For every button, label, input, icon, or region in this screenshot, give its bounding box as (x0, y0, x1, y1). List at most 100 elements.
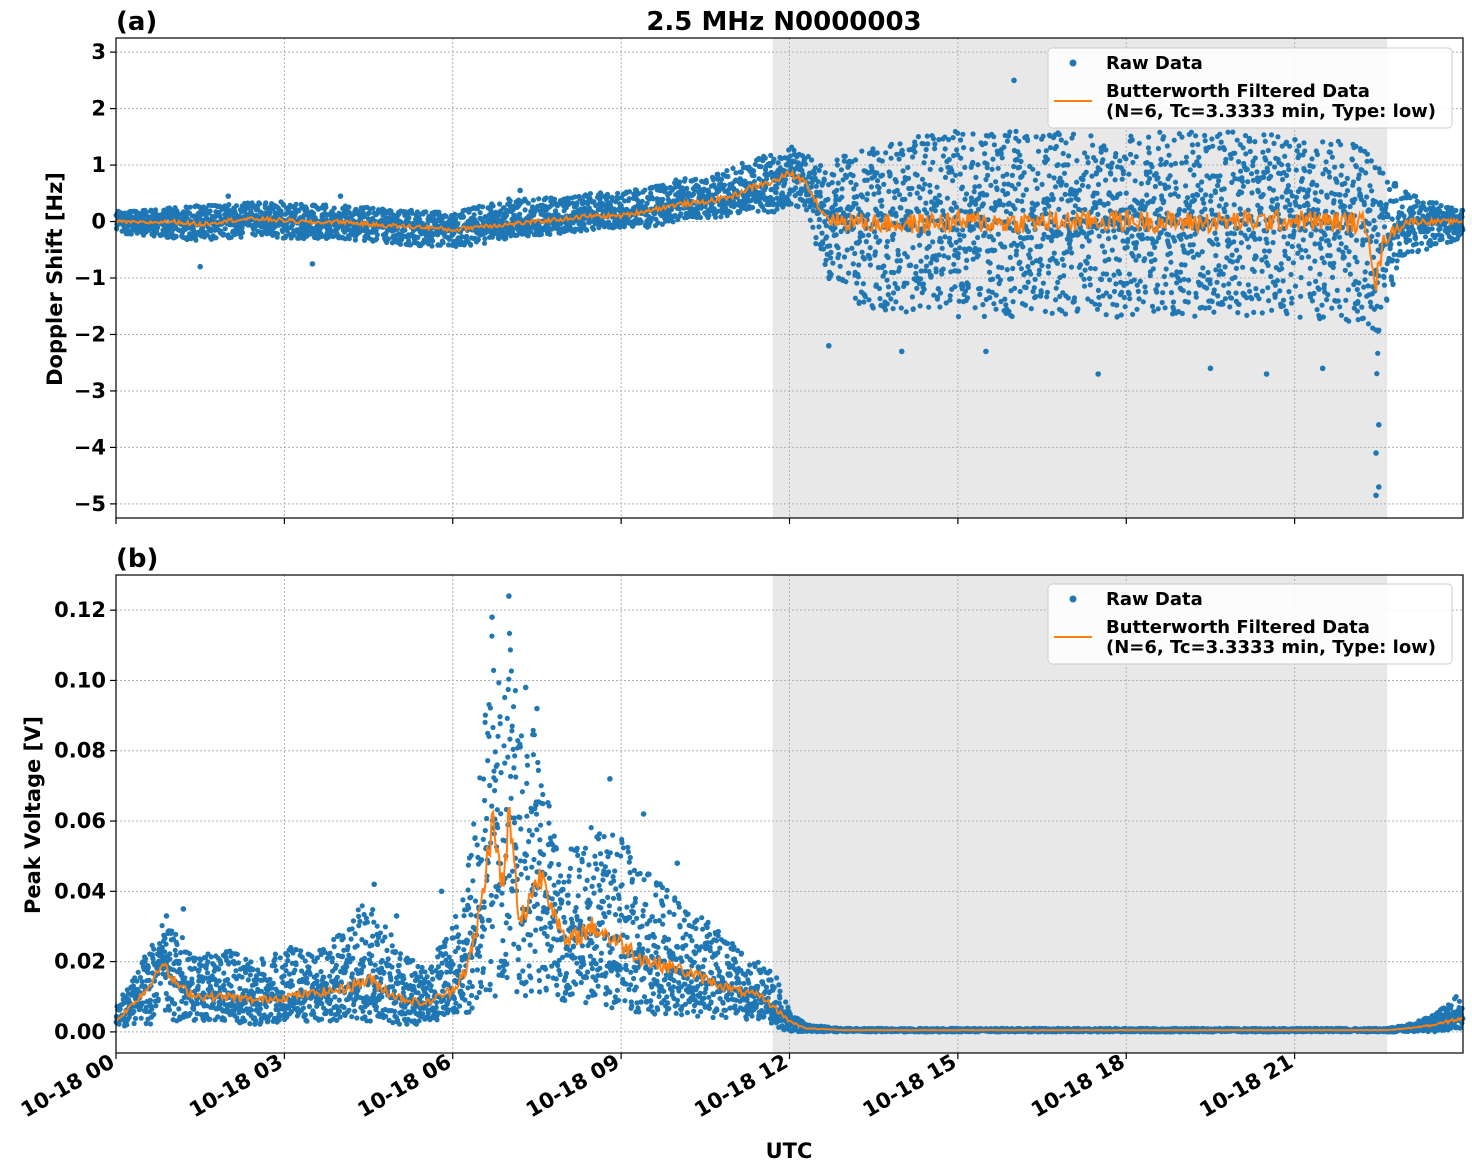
raw-point-a (256, 201, 263, 207)
raw-point-a (1199, 179, 1205, 185)
raw-point-a (374, 232, 380, 238)
raw-point-a (910, 154, 916, 160)
raw-point-a (940, 153, 947, 159)
raw-point-a (1383, 201, 1389, 207)
raw-point-a (1257, 236, 1263, 242)
raw-point-a (1350, 179, 1357, 185)
raw-point-a (1264, 240, 1270, 246)
raw-point-a (1000, 202, 1006, 208)
raw-point-a (1367, 299, 1373, 305)
raw-point-a (1182, 208, 1188, 214)
raw-point-a (1123, 190, 1129, 196)
raw-point-a (1155, 145, 1161, 152)
raw-point-a (975, 252, 981, 258)
raw-point-a (475, 236, 481, 243)
raw-point-a (1152, 183, 1158, 190)
raw-point-a (1082, 267, 1088, 273)
raw-point-a (910, 306, 916, 312)
raw-point-a (812, 170, 818, 177)
raw-point-a (903, 309, 909, 315)
raw-point-a (1326, 169, 1332, 175)
raw-point-a (1393, 183, 1399, 189)
raw-point-a (703, 180, 710, 186)
raw-point-a (1365, 321, 1372, 327)
raw-point-a (1078, 272, 1084, 278)
raw-point-a (397, 241, 403, 247)
raw-point-a (1236, 281, 1242, 287)
raw-point-a (1185, 299, 1191, 305)
raw-point-a (1126, 171, 1132, 177)
raw-point-a (1039, 181, 1045, 187)
raw-point-a (207, 208, 213, 214)
raw-point-a (1137, 278, 1143, 284)
raw-point-a (1279, 162, 1285, 168)
raw-point-a (1103, 147, 1109, 153)
raw-point-a (1146, 134, 1152, 140)
raw-point-a (1172, 160, 1178, 167)
raw-point-a (1256, 296, 1262, 302)
raw-point-a (1062, 191, 1068, 197)
raw-point-a (919, 176, 926, 182)
raw-point-a (1349, 157, 1355, 163)
raw-point-a (1022, 302, 1028, 308)
raw-point-a (1215, 241, 1221, 248)
raw-point-a (1046, 173, 1052, 179)
raw-point-a (1053, 285, 1059, 291)
raw-point-a (1228, 155, 1234, 161)
raw-point-a (939, 245, 945, 251)
raw-point-a (846, 270, 852, 276)
raw-point-a (1150, 266, 1156, 272)
raw-point-a (879, 172, 886, 178)
raw-point-a (788, 201, 794, 207)
raw-point-a (990, 237, 997, 243)
raw-point-a (813, 235, 819, 241)
raw-point-a (1077, 262, 1084, 268)
raw-point-a (1323, 159, 1329, 165)
raw-point-a (1120, 238, 1126, 244)
raw-point-a (1300, 237, 1306, 243)
raw-point-a (1329, 154, 1335, 160)
raw-point-a (1054, 260, 1060, 266)
raw-point-a (818, 163, 824, 169)
raw-point-a (897, 265, 903, 271)
raw-point-a (1084, 260, 1090, 266)
raw-point-a (1364, 194, 1370, 200)
raw-point-a (982, 140, 989, 146)
raw-point-a (1399, 204, 1405, 210)
raw-point-a (1192, 313, 1198, 319)
raw-point-a (1079, 243, 1085, 249)
raw-point-a (1233, 265, 1239, 271)
raw-data-a (113, 77, 1466, 499)
raw-point-a (267, 210, 273, 216)
raw-point-a (443, 213, 449, 219)
raw-point-a (409, 210, 415, 216)
raw-point-a (854, 280, 860, 286)
raw-point-a (1313, 278, 1319, 284)
raw-point-a (1265, 168, 1271, 174)
raw-point-a (1127, 151, 1134, 157)
raw-point-a (1035, 170, 1041, 177)
raw-point-a (1018, 158, 1024, 164)
raw-point-a (975, 162, 981, 168)
raw-point-a (909, 294, 916, 300)
raw-point-a (655, 220, 661, 226)
raw-point-a (1210, 143, 1216, 149)
raw-point-a (1095, 287, 1101, 293)
raw-point-a (889, 141, 895, 147)
raw-point-a (1037, 256, 1043, 262)
raw-point-a (876, 189, 882, 196)
raw-point-a (1182, 262, 1188, 268)
raw-point-a (1246, 227, 1252, 233)
raw-point-a (1202, 138, 1208, 144)
raw-point-a (864, 191, 871, 197)
raw-point-a (819, 230, 825, 236)
raw-point-a (1102, 249, 1108, 255)
raw-point-a (1274, 278, 1280, 284)
raw-point-a (1337, 304, 1343, 310)
raw-point-a (900, 152, 906, 158)
raw-point-a (1320, 139, 1326, 145)
raw-point-a (1025, 279, 1031, 285)
raw-point-a (1068, 264, 1075, 270)
raw-point-a (670, 219, 676, 225)
raw-point-a (706, 212, 712, 218)
